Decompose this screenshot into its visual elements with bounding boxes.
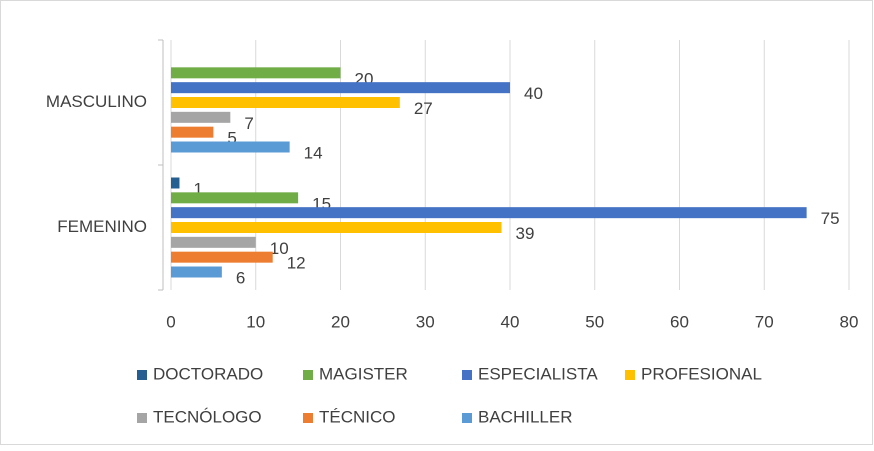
bar <box>171 251 273 263</box>
bar <box>171 141 290 153</box>
data-label: 7 <box>244 114 253 133</box>
data-label: 6 <box>236 268 245 287</box>
bar <box>171 67 341 79</box>
x-tick-label: 10 <box>246 312 265 331</box>
bar <box>171 207 807 219</box>
x-tick-label: 50 <box>585 312 604 331</box>
bar <box>171 126 214 138</box>
legend-label: DOCTORADO <box>153 364 263 383</box>
x-tick-label: 30 <box>416 312 435 331</box>
category-label: MASCULINO <box>46 92 147 111</box>
legend-swatch <box>462 370 472 380</box>
category-label: FEMENINO <box>57 217 147 236</box>
x-tick-label: 70 <box>755 312 774 331</box>
legend-swatch <box>137 370 147 380</box>
bar <box>171 111 231 123</box>
data-label: 39 <box>516 224 535 243</box>
data-label: 27 <box>414 99 433 118</box>
x-tick-label: 0 <box>166 312 175 331</box>
legend-swatch <box>303 370 313 380</box>
legend-swatch <box>137 413 147 423</box>
x-tick-label: 40 <box>501 312 520 331</box>
data-label: 5 <box>227 129 236 148</box>
data-label: 1 <box>193 179 202 198</box>
x-tick-label: 20 <box>331 312 350 331</box>
bar <box>171 177 180 189</box>
data-label: 12 <box>287 254 306 273</box>
legend-swatch <box>625 370 635 380</box>
legend-swatch <box>303 413 313 423</box>
x-tick-label: 80 <box>840 312 859 331</box>
bar <box>171 266 222 278</box>
bar <box>171 82 510 94</box>
data-label: 75 <box>821 209 840 228</box>
x-tick-label: 60 <box>670 312 689 331</box>
data-label: 14 <box>304 143 323 162</box>
legend-label: TÉCNICO <box>319 407 396 426</box>
bar <box>171 97 400 108</box>
legend-swatch <box>462 413 472 423</box>
bar <box>171 192 299 204</box>
legend-label: BACHILLER <box>478 407 572 426</box>
bar <box>171 222 502 233</box>
legend-label: ESPECIALISTA <box>478 364 598 383</box>
bar <box>171 236 256 248</box>
legend-label: MAGISTER <box>319 364 408 383</box>
legend-label: PROFESIONAL <box>641 364 762 383</box>
legend-label: TECNÓLOGO <box>153 407 262 426</box>
data-label: 10 <box>270 239 289 258</box>
data-label: 40 <box>524 84 543 103</box>
